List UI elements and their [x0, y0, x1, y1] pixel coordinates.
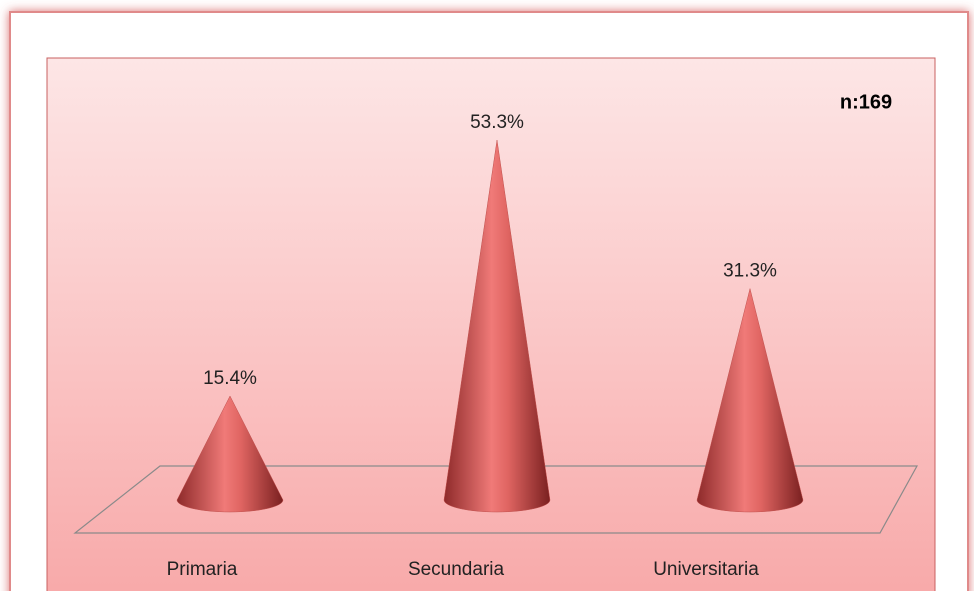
cone — [176, 395, 284, 513]
data-label: 53.3% — [470, 112, 524, 133]
x-tick-label: Primaria — [167, 559, 238, 580]
x-tick-label: Universitaria — [653, 559, 759, 580]
cone — [443, 139, 551, 513]
x-tick-label: Secundaria — [408, 559, 505, 580]
data-label: 31.3% — [723, 261, 777, 282]
floor — [73, 465, 919, 534]
data-label: 15.4% — [203, 368, 257, 389]
annotation: n:169 — [840, 91, 892, 113]
cone — [696, 288, 804, 513]
